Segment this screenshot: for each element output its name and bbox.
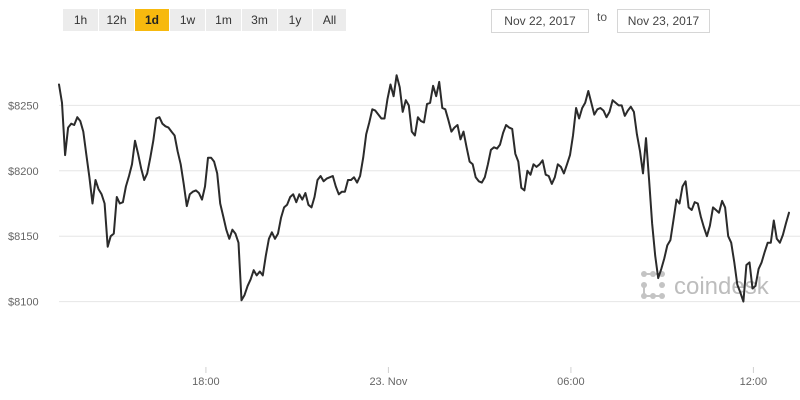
range-button-1w[interactable]: 1w [170, 9, 206, 31]
date-range-separator: to [597, 10, 608, 24]
x-tick-label: 12:00 [740, 376, 768, 388]
y-tick-label: $8100 [8, 297, 39, 309]
range-button-12h[interactable]: 12h [99, 9, 135, 31]
y-tick-label: $8250 [8, 100, 39, 112]
x-tick-label: 18:00 [192, 376, 220, 388]
range-button-1y[interactable]: 1y [278, 9, 313, 31]
date-from-input[interactable]: Nov 22, 2017 [491, 9, 589, 33]
date-to-input[interactable]: Nov 23, 2017 [617, 9, 710, 33]
x-axis: 18:00 23. Nov 06:00 12:00 [192, 367, 767, 388]
range-selector: 1h 12h 1d 1w 1m 3m 1y All [63, 9, 347, 31]
y-tick-label: $8200 [8, 166, 39, 178]
range-button-1h[interactable]: 1h [63, 9, 99, 31]
x-tick-label: 06:00 [557, 376, 585, 388]
range-button-1m[interactable]: 1m [206, 9, 242, 31]
range-button-1d[interactable]: 1d [135, 9, 170, 31]
coindesk-logo-icon [641, 271, 665, 299]
range-button-3m[interactable]: 3m [242, 9, 278, 31]
range-button-all[interactable]: All [313, 9, 347, 31]
y-tick-label: $8150 [8, 231, 39, 243]
x-tick-label: 23. Nov [369, 376, 407, 388]
y-axis: $8100 $8150 $8200 $8250 [8, 100, 39, 308]
series-line [58, 74, 790, 303]
